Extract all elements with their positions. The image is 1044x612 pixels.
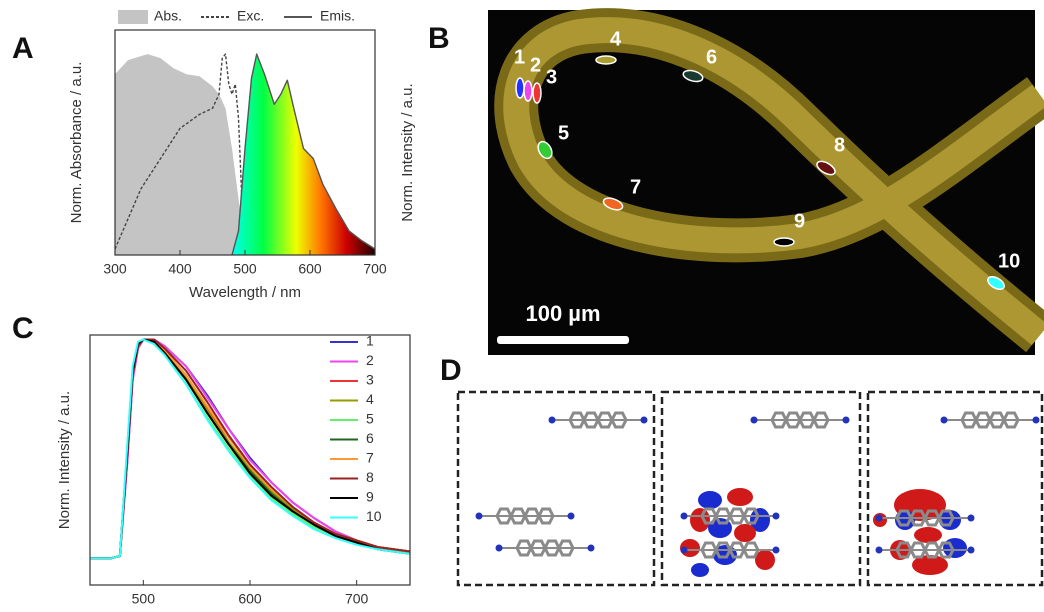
panel-label: C [12,312,34,345]
roi-label: 10 [998,250,1020,272]
line [90,338,411,560]
x-tick-label: 700 [363,261,387,277]
roi-label: 3 [546,66,557,88]
legend-label: 6 [366,430,374,446]
x-tick-label: 600 [298,261,322,277]
roi-label: 6 [706,46,717,68]
line [90,338,411,560]
dashed-box [866,390,1044,587]
line [90,338,411,560]
legend-label: 8 [366,469,374,485]
x-tick-label: 500 [132,591,156,607]
orbital-lobes [873,489,967,575]
roi-marker [602,197,624,211]
legend-label: Emis. [320,8,355,24]
roi-label: 1 [514,46,525,68]
roi-label: 7 [630,176,641,198]
roi-marker [515,77,525,99]
line [90,338,411,560]
roi-marker [532,82,542,104]
line [90,338,411,560]
x-tick-label: 300 [103,261,127,277]
line [231,53,376,256]
molecule [749,411,851,429]
x-tick-label: 500 [233,261,257,277]
legend-label: 7 [366,450,374,466]
line [90,338,411,560]
dashed-box [660,390,862,587]
y-axis-label: Norm. Absorbance / a.u. [68,62,85,224]
legend-label: Abs. [154,8,182,24]
legend-label: 9 [366,489,374,505]
roi-marker [682,69,704,83]
orbital-lobes [680,488,775,577]
legend-label: Exc. [237,8,264,24]
molecule [494,539,596,557]
scale-bar [497,336,629,344]
legend-label: 3 [366,372,374,388]
orbital-panels [456,390,1044,587]
roi-label: 8 [834,134,845,156]
x-tick-label: 700 [345,591,369,607]
x-tick-label: 600 [238,591,262,607]
molecule [474,507,576,525]
panel-label: D [440,354,462,387]
legend-label: 1 [366,333,374,349]
roi-marker [537,140,553,160]
scale-bar-label: 100 µm [525,301,600,326]
micrograph: 1 2 3 4 5 6 7 8 9 10 100 µm [488,8,1044,355]
y-axis-label: Norm. Intensity / a.u. [56,391,73,529]
line [114,53,243,250]
roi-marker [523,80,533,102]
line [90,338,411,560]
roi-label: 2 [530,54,541,76]
x-axis-label: Wavelength / nm [189,284,301,301]
roi-marker [595,55,617,65]
legend-label: 10 [366,508,382,524]
legend-label: 5 [366,411,374,427]
roi-marker [987,276,1005,290]
panel-label: A [12,32,34,65]
roi-marker [773,237,795,247]
dashed-box [456,390,656,587]
roi-marker [816,160,836,176]
roi-label: 4 [610,28,622,50]
legend-label: 4 [366,391,374,407]
line [90,338,411,560]
molecule [939,411,1041,429]
panel-label: B [428,22,450,55]
line [90,338,411,560]
line [90,338,411,560]
area [115,54,249,255]
roi-label: 5 [558,122,569,144]
legend-swatch [118,10,148,24]
y2-axis-label: Norm. Intensity / a.u. [399,83,416,221]
molecule [547,411,649,429]
roi-label: 9 [794,210,805,232]
legend-label: 2 [366,352,374,368]
spectrum-fill [232,54,375,255]
x-tick-label: 400 [168,261,192,277]
